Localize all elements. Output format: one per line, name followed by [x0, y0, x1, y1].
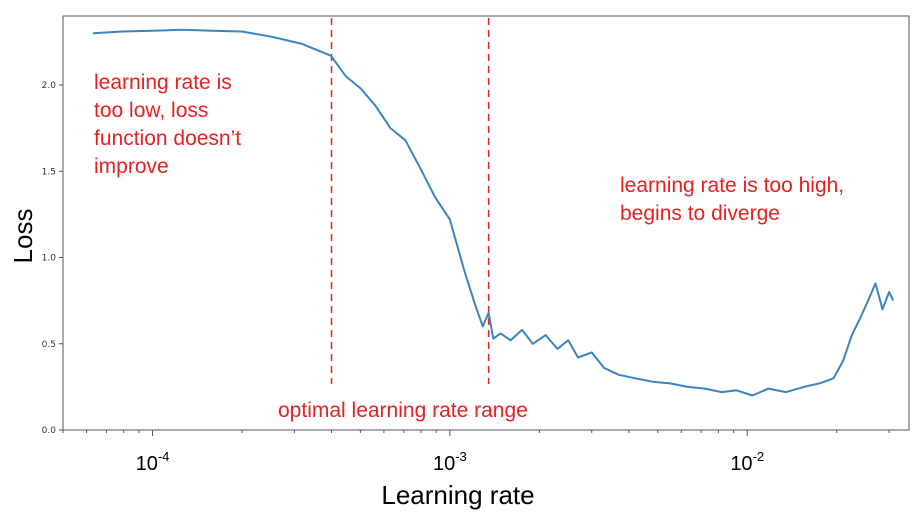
annotation-too-low-line-3: function doesn’t: [94, 127, 241, 150]
annotation-too-low-line-2: too low, loss: [94, 99, 208, 122]
y-tick-label-3: 1.5: [42, 167, 56, 177]
annotation-too-high-line-2: begins to diverge: [620, 202, 780, 225]
x-tick-label-1: 10-3: [433, 449, 467, 475]
annotation-too-low-line-1: learning rate is: [94, 71, 232, 94]
x-axis-label: Learning rate: [381, 480, 534, 510]
x-tick-label-2: 10-2: [730, 449, 764, 475]
y-axis-ticks: 0.0 0.5 1.0 1.5 2.0: [42, 81, 63, 436]
annotation-optimal-range: optimal learning rate range: [278, 399, 528, 422]
annotation-too-high: learning rate is too high, begins to div…: [620, 174, 850, 225]
series-line-loss: [93, 28, 895, 397]
x-axis-ticks: 10-4 10-3 10-2: [62, 430, 890, 475]
y-axis-label: Loss: [8, 209, 38, 264]
plot-area-frame: [62, 15, 910, 431]
y-tick-label-4: 2.0: [42, 81, 57, 91]
y-tick-label-1: 0.5: [42, 340, 56, 350]
y-tick-label-0: 0.0: [42, 426, 57, 436]
x-tick-label-0: 10-4: [136, 449, 170, 475]
annotation-too-low-line-4: improve: [94, 155, 169, 178]
range-markers: [330, 18, 490, 384]
y-tick-label-2: 1.0: [42, 254, 57, 264]
annotation-too-low: learning rate is too low, loss function …: [94, 71, 247, 178]
annotation-too-high-line-1: learning rate is too high,: [620, 174, 844, 197]
